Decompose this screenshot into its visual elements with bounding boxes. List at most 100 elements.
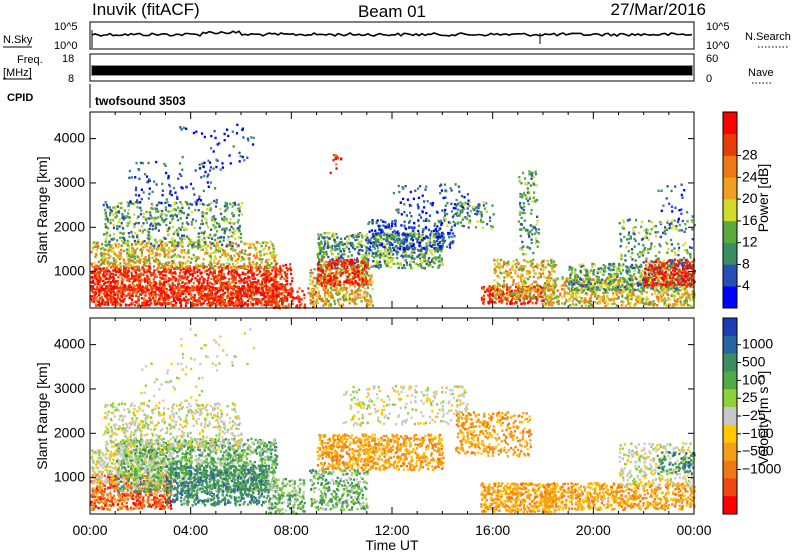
range-gate-cell bbox=[405, 261, 408, 264]
range-gate-cell bbox=[139, 213, 142, 216]
range-gate-cell bbox=[102, 252, 105, 255]
range-gate-cell bbox=[228, 254, 231, 258]
range-gate-cell bbox=[181, 275, 184, 278]
range-gate-cell bbox=[298, 300, 301, 303]
range-gate-cell bbox=[90, 287, 93, 290]
range-gate-cell bbox=[181, 241, 184, 244]
range-gate-cell bbox=[223, 250, 226, 253]
range-gate-cell bbox=[289, 268, 292, 272]
range-gate-cell bbox=[339, 284, 342, 288]
range-gate-cell bbox=[348, 268, 351, 271]
range-gate-cell bbox=[256, 291, 259, 294]
range-gate-cell bbox=[90, 271, 93, 275]
range-gate-cell bbox=[395, 245, 398, 248]
range-gate-cell bbox=[261, 273, 264, 276]
range-gate-cell bbox=[339, 259, 342, 262]
range-gate-cell bbox=[196, 199, 199, 202]
range-gate-cell bbox=[129, 256, 132, 259]
range-gate-cell bbox=[97, 260, 100, 263]
range-gate-cell bbox=[94, 288, 97, 291]
range-gate-cell bbox=[176, 296, 179, 299]
range-gate-cell bbox=[267, 248, 270, 251]
range-gate-cell bbox=[290, 294, 293, 297]
range-gate-cell bbox=[275, 289, 278, 293]
range-gate-cell bbox=[247, 293, 250, 296]
nave-tick-high: 60 bbox=[706, 53, 718, 65]
range-gate-cell bbox=[312, 296, 315, 299]
range-gate-cell bbox=[347, 298, 350, 302]
range-gate-cell bbox=[279, 284, 282, 288]
range-gate-cell bbox=[179, 288, 182, 291]
range-gate-cell bbox=[268, 258, 271, 261]
range-gate-cell bbox=[326, 240, 329, 243]
range-gate-cell bbox=[389, 260, 392, 263]
range-gate-cell bbox=[227, 239, 230, 242]
range-gate-cell bbox=[270, 278, 273, 282]
range-gate-cell bbox=[179, 261, 182, 264]
range-gate-cell bbox=[190, 302, 193, 305]
range-gate-cell bbox=[151, 207, 154, 210]
range-gate-cell bbox=[248, 279, 251, 282]
range-gate-cell bbox=[97, 273, 100, 277]
range-gate-cell bbox=[184, 269, 187, 273]
range-gate-cell bbox=[101, 255, 104, 259]
range-gate-cell bbox=[235, 271, 238, 275]
range-gate-cell bbox=[168, 192, 171, 195]
range-gate-cell bbox=[336, 266, 339, 270]
range-gate-cell bbox=[174, 213, 177, 216]
range-gate-cell bbox=[240, 251, 243, 254]
range-gate-cell bbox=[280, 275, 283, 278]
range-gate-cell bbox=[256, 282, 259, 286]
range-gate-cell bbox=[223, 291, 226, 295]
range-gate-cell bbox=[368, 249, 371, 252]
range-gate-cell bbox=[116, 281, 119, 285]
range-gate-cell bbox=[151, 288, 154, 291]
range-gate-cell bbox=[162, 270, 165, 273]
range-gate-cell bbox=[372, 242, 375, 245]
range-gate-cell bbox=[279, 265, 282, 268]
range-gate-cell bbox=[401, 254, 404, 257]
range-gate-cell bbox=[333, 264, 336, 267]
range-gate-cell bbox=[112, 224, 115, 227]
range-gate-cell bbox=[248, 285, 251, 289]
range-gate-cell bbox=[343, 249, 346, 253]
range-gate-cell bbox=[140, 268, 143, 271]
range-gate-cell bbox=[317, 282, 320, 285]
range-gate-cell bbox=[122, 298, 125, 301]
range-gate-cell bbox=[336, 293, 339, 296]
range-gate-cell bbox=[405, 263, 409, 267]
range-gate-cell bbox=[100, 258, 103, 262]
range-gate-cell bbox=[238, 276, 242, 280]
range-gate-cell bbox=[254, 277, 257, 280]
range-gate-cell bbox=[93, 290, 96, 294]
range-gate-cell bbox=[240, 278, 243, 281]
range-gate-cell bbox=[114, 244, 117, 248]
range-gate-cell bbox=[175, 214, 178, 217]
range-gate-cell bbox=[268, 264, 271, 267]
range-gate-cell bbox=[290, 290, 293, 293]
range-gate-cell bbox=[355, 289, 358, 292]
range-gate-cell bbox=[278, 271, 281, 274]
range-gate-cell bbox=[274, 261, 277, 264]
range-gate-cell bbox=[378, 244, 381, 247]
range-gate-cell bbox=[205, 265, 208, 268]
range-gate-cell bbox=[113, 233, 116, 236]
range-gate-cell bbox=[230, 247, 233, 251]
range-gate-cell bbox=[169, 288, 172, 291]
range-gate-cell bbox=[245, 281, 248, 284]
range-gate-cell bbox=[220, 247, 223, 250]
range-gate-cell bbox=[225, 208, 228, 212]
range-gate-cell bbox=[211, 218, 214, 222]
range-gate-cell bbox=[364, 263, 367, 267]
range-gate-cell bbox=[412, 260, 415, 264]
range-gate-cell bbox=[310, 288, 313, 292]
range-gate-cell bbox=[363, 287, 367, 291]
range-gate-cell bbox=[333, 300, 336, 303]
range-gate-cell bbox=[418, 265, 421, 268]
range-gate-cell bbox=[109, 273, 112, 277]
range-gate-cell bbox=[173, 239, 176, 242]
range-gate-cell bbox=[345, 259, 348, 262]
range-gate-cell bbox=[221, 299, 224, 302]
range-gate-cell bbox=[179, 275, 182, 278]
range-gate-cell bbox=[253, 297, 256, 301]
